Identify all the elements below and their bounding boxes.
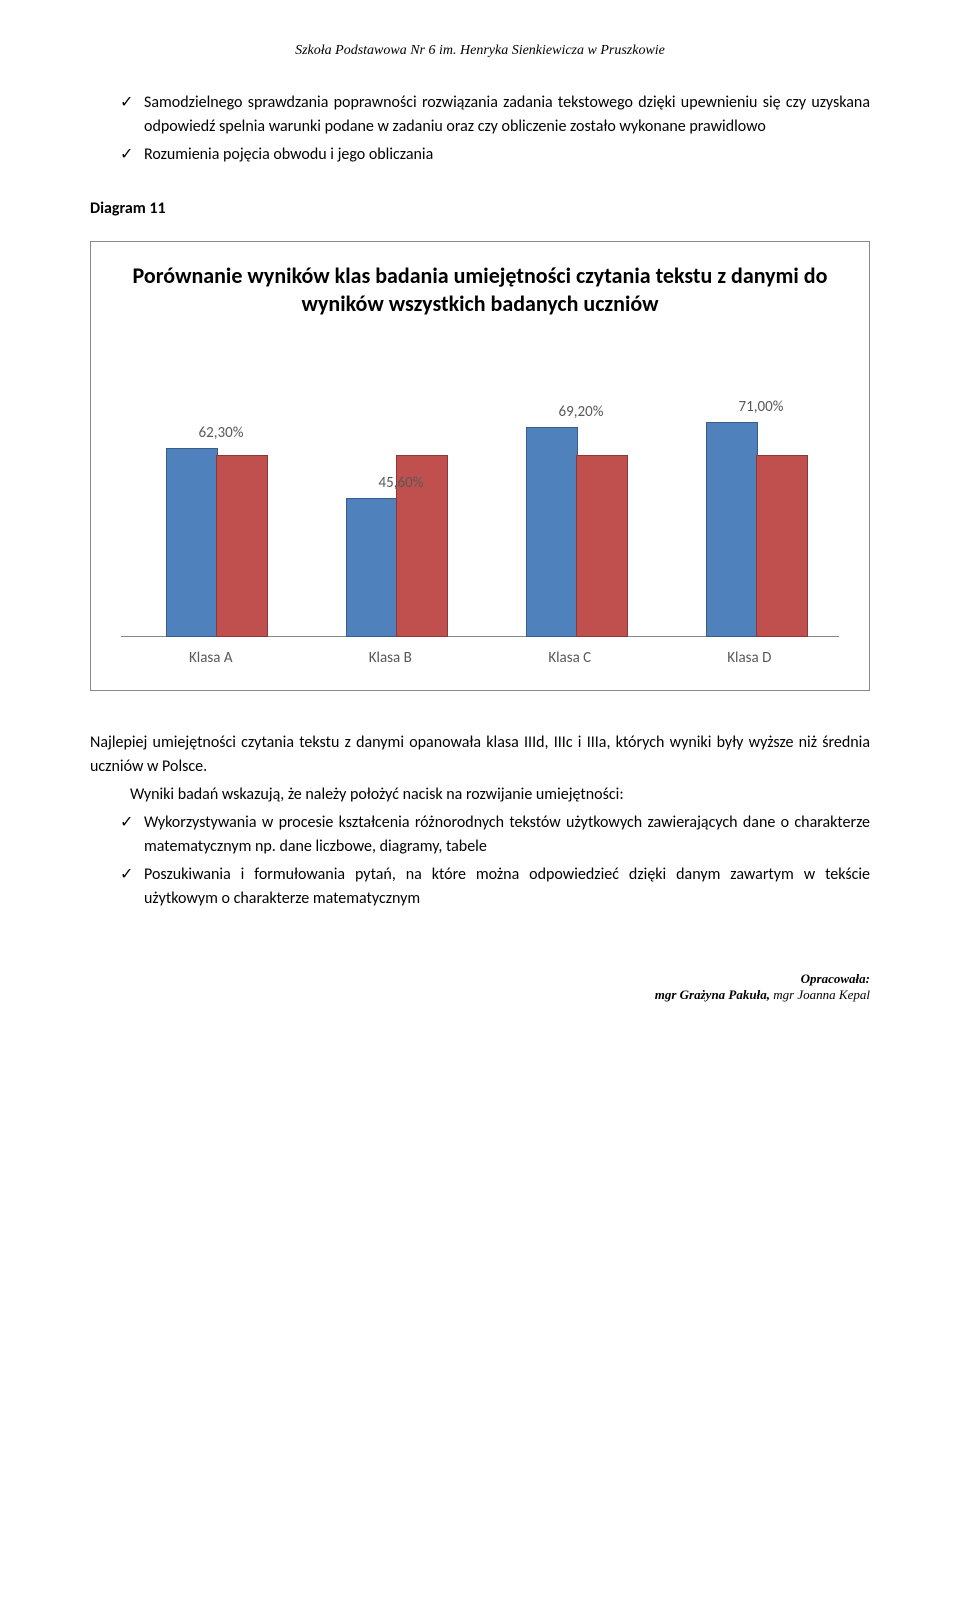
footer-author-2: mgr Joanna Kepal bbox=[773, 987, 870, 1002]
check-icon: ✓ bbox=[120, 91, 144, 139]
bullet-text: Poszukiwania i formułowania pytań, na kt… bbox=[144, 863, 870, 911]
bar-red bbox=[216, 455, 268, 637]
bar-blue bbox=[346, 498, 398, 637]
bar-red bbox=[756, 455, 808, 637]
chart-frame: Porównanie wyników klas badania umiejętn… bbox=[90, 241, 870, 691]
bar-blue bbox=[166, 448, 218, 637]
footer-line: mgr Grażyna Pakuła, mgr Joanna Kepal bbox=[90, 987, 870, 1004]
bullet-text: Samodzielnego sprawdzania poprawności ro… bbox=[144, 91, 870, 139]
paragraph: Najlepiej umiejętności czytania tekstu z… bbox=[90, 731, 870, 779]
bar-blue bbox=[706, 422, 758, 637]
bar-value-label: 69,20% bbox=[521, 401, 641, 424]
check-icon: ✓ bbox=[120, 143, 144, 167]
list-item: ✓ Poszukiwania i formułowania pytań, na … bbox=[120, 863, 870, 911]
x-axis-label: Klasa C bbox=[480, 647, 660, 670]
page: Szkoła Podstawowa Nr 6 im. Henryka Sienk… bbox=[0, 0, 960, 1034]
bar-value-label: 62,30% bbox=[161, 422, 281, 445]
x-axis-label: Klasa D bbox=[660, 647, 840, 670]
bullet-text: Rozumienia pojęcia obwodu i jego oblicza… bbox=[144, 143, 870, 167]
bottom-bullet-list: ✓ Wykorzystywania w procesie kształcenia… bbox=[120, 811, 870, 911]
bar-red bbox=[576, 455, 628, 637]
bullet-text: Wykorzystywania w procesie kształcenia r… bbox=[144, 811, 870, 859]
list-item: ✓ Samodzielnego sprawdzania poprawności … bbox=[120, 91, 870, 139]
bar-blue bbox=[526, 427, 578, 637]
footer: Opracowała: mgr Grażyna Pakuła, mgr Joan… bbox=[90, 971, 870, 1005]
footer-line: Opracowała: bbox=[90, 971, 870, 988]
x-axis: Klasa AKlasa BKlasa CKlasa D bbox=[121, 647, 839, 670]
footer-text: Opracowała: bbox=[801, 971, 870, 986]
bar-value-label: 71,00% bbox=[701, 396, 821, 419]
check-icon: ✓ bbox=[120, 863, 144, 911]
page-header: Szkoła Podstawowa Nr 6 im. Henryka Sienk… bbox=[90, 40, 870, 61]
plot-area: 62,30% 45,60% 69,20% 71,00% bbox=[121, 337, 839, 637]
top-bullet-list: ✓ Samodzielnego sprawdzania poprawności … bbox=[120, 91, 870, 167]
x-axis-label: Klasa A bbox=[121, 647, 301, 670]
paragraph: Wyniki badań wskazują, że należy położyć… bbox=[90, 783, 870, 807]
diagram-label: Diagram 11 bbox=[90, 197, 870, 221]
list-item: ✓ Wykorzystywania w procesie kształcenia… bbox=[120, 811, 870, 859]
bar-value-label: 45,60% bbox=[341, 472, 461, 495]
check-icon: ✓ bbox=[120, 811, 144, 859]
chart-title: Porównanie wyników klas badania umiejętn… bbox=[91, 262, 869, 317]
footer-author-1: mgr Grażyna Pakuła, bbox=[655, 987, 773, 1002]
list-item: ✓ Rozumienia pojęcia obwodu i jego oblic… bbox=[120, 143, 870, 167]
x-axis-label: Klasa B bbox=[301, 647, 481, 670]
